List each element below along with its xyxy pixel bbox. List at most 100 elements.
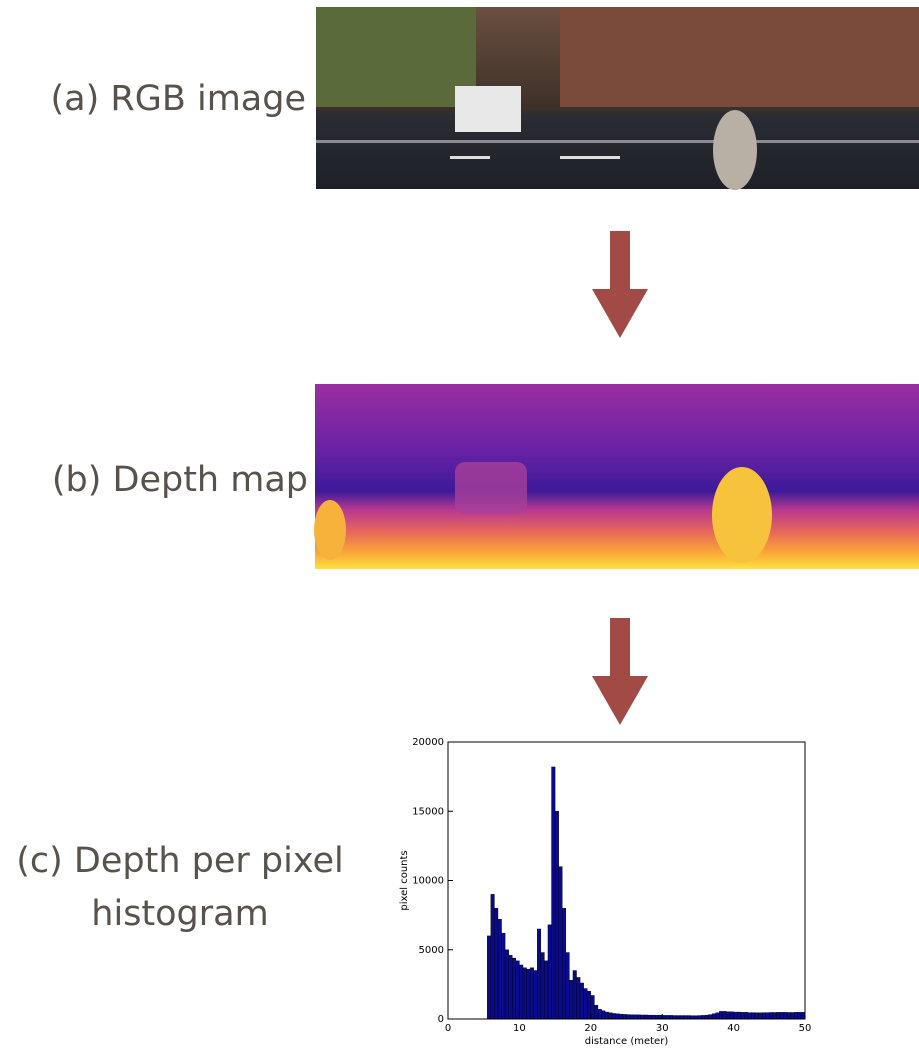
- bar: [709, 1015, 713, 1019]
- bar: [598, 1009, 602, 1019]
- bar: [612, 1013, 616, 1019]
- bar: [623, 1014, 627, 1019]
- bar: [762, 1013, 766, 1019]
- bar: [791, 1012, 795, 1019]
- bar: [494, 908, 498, 1019]
- bar: [794, 1012, 798, 1019]
- bar: [716, 1013, 720, 1019]
- x-tick-label: 10: [513, 1023, 526, 1034]
- bar: [519, 965, 523, 1019]
- bar: [641, 1015, 645, 1019]
- bar: [669, 1015, 673, 1019]
- bar: [769, 1012, 773, 1019]
- bar: [644, 1015, 648, 1019]
- bar: [751, 1013, 755, 1019]
- bar: [516, 961, 520, 1019]
- label: (c) Depth per pixel: [16, 841, 344, 881]
- bar: [566, 953, 570, 1019]
- bar: [573, 971, 577, 1019]
- bar: [744, 1012, 748, 1019]
- bar: [705, 1015, 709, 1019]
- bar: [737, 1012, 741, 1019]
- bar: [523, 968, 527, 1019]
- bar: [619, 1014, 623, 1019]
- bar: [787, 1012, 791, 1019]
- bar: [630, 1015, 634, 1019]
- bar: [655, 1015, 659, 1019]
- bar: [726, 1012, 730, 1019]
- y-tick-label: 20000: [412, 737, 444, 748]
- rgb-image: [316, 7, 919, 190]
- bar: [498, 919, 502, 1019]
- page: {"labels": {"rgb": "(a) RGB image", "dep…: [0, 0, 919, 1049]
- bar: [512, 958, 516, 1019]
- bar: [594, 1005, 598, 1019]
- x-tick-label: 20: [584, 1023, 597, 1034]
- bar: [666, 1015, 670, 1019]
- x-tick-label: 0: [445, 1023, 451, 1034]
- bar: [673, 1016, 677, 1019]
- bar: [530, 968, 534, 1019]
- bar: [534, 971, 538, 1019]
- bar: [502, 933, 506, 1019]
- figure: (a) RGB image (b) Depth map (c) Depth pe…: [0, 0, 919, 1049]
- bar: [676, 1016, 680, 1019]
- bar: [755, 1013, 759, 1019]
- bar: [609, 1013, 613, 1019]
- bar: [602, 1011, 606, 1019]
- bar: [687, 1016, 691, 1019]
- bar: [491, 894, 495, 1019]
- bar: [637, 1015, 641, 1019]
- bar: [759, 1013, 763, 1019]
- bar: [766, 1013, 770, 1019]
- bar: [505, 950, 509, 1019]
- bar: [537, 929, 541, 1019]
- bar: [701, 1015, 705, 1019]
- y-tick-label: 15000: [412, 806, 444, 817]
- bar: [648, 1015, 652, 1019]
- bar: [712, 1014, 716, 1019]
- bar: [587, 991, 591, 1019]
- bar: [634, 1015, 638, 1019]
- bar: [659, 1015, 663, 1019]
- y-axis-label: pixel counts: [399, 850, 410, 910]
- bar: [584, 989, 588, 1019]
- bar: [509, 955, 513, 1019]
- depth-map: [314, 384, 919, 569]
- bar: [719, 1011, 723, 1019]
- bar: [776, 1012, 780, 1019]
- bar: [730, 1012, 734, 1019]
- bar: [555, 811, 559, 1019]
- bar: [723, 1011, 727, 1019]
- bar: [780, 1012, 784, 1019]
- bar: [801, 1012, 805, 1019]
- x-tick-label: 40: [727, 1023, 740, 1034]
- bar: [662, 1015, 666, 1019]
- label: (b) Depth map: [52, 460, 308, 500]
- bar: [734, 1012, 738, 1019]
- bar: [651, 1015, 655, 1019]
- bar: [552, 767, 556, 1019]
- x-axis-label: distance (meter): [585, 1036, 669, 1047]
- bar: [773, 1012, 777, 1019]
- bar: [748, 1013, 752, 1019]
- bar: [616, 1014, 620, 1019]
- bar: [698, 1016, 702, 1019]
- bar: [577, 977, 581, 1019]
- x-tick-label: 30: [656, 1023, 669, 1034]
- y-tick-label: 0: [438, 1014, 444, 1025]
- bar: [684, 1016, 688, 1019]
- bar: [591, 995, 595, 1019]
- bar: [627, 1015, 631, 1019]
- bar: [569, 980, 573, 1019]
- bar: [527, 969, 531, 1019]
- bar: [680, 1016, 684, 1019]
- label: (a) RGB image: [51, 79, 306, 119]
- bar: [544, 961, 548, 1019]
- x-tick-label: 50: [799, 1023, 812, 1034]
- bar: [559, 867, 563, 1019]
- label: histogram: [91, 894, 268, 934]
- bar: [784, 1012, 788, 1019]
- bar: [798, 1012, 802, 1019]
